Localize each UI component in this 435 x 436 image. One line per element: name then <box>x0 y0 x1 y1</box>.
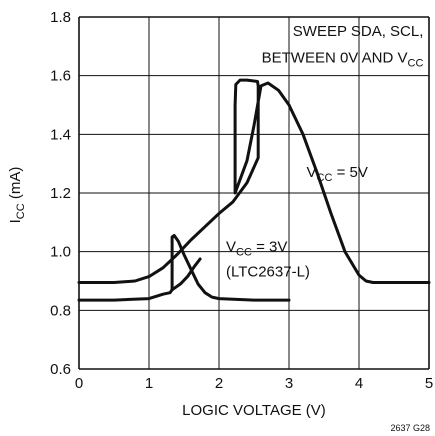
x-tick-label: 5 <box>425 375 433 392</box>
tick-labels: 0 1 2 3 4 5 0.6 0.8 1.0 1.2 1.4 1.6 1.8 <box>50 9 433 392</box>
annotation-ltc-l: (LTC2637-L) <box>226 264 310 281</box>
y-tick-label: 1.2 <box>50 185 71 202</box>
annotation-vcc5: VCC = 5V <box>307 164 368 184</box>
y-tick-label: 1.4 <box>50 126 71 143</box>
series-line-2 <box>77 234 291 302</box>
x-tick-label: 0 <box>75 375 83 392</box>
annotation-vcc3: VCC = 3V <box>226 239 287 259</box>
series-line-3 <box>170 257 202 292</box>
figure-id: 2637 G28 <box>390 423 430 433</box>
y-tick-label: 0.6 <box>50 361 71 378</box>
x-tick-label: 2 <box>215 375 223 392</box>
y-tick-label: 0.8 <box>50 302 71 319</box>
annotation-sweep-line2: BETWEEN 0V AND VCC <box>262 49 424 69</box>
x-tick-label: 4 <box>355 375 363 392</box>
x-tick-label: 1 <box>145 375 153 392</box>
annotations: SWEEP SDA, SCL, BETWEEN 0V AND VCC VCC = 5… <box>226 23 423 281</box>
annotation-sweep-line1: SWEEP SDA, SCL, <box>293 23 424 40</box>
y-tick-label: 1.8 <box>50 9 71 26</box>
series-layer <box>77 78 431 302</box>
x-axis-title: LOGIC VOLTAGE (V) <box>182 402 326 419</box>
y-tick-label: 1.0 <box>50 244 71 261</box>
grid <box>78 16 430 370</box>
x-tick-label: 3 <box>285 375 293 392</box>
y-axis-title: ICC (mA) <box>7 167 27 224</box>
y-tick-label: 1.6 <box>50 68 71 85</box>
series-line-1 <box>77 78 431 284</box>
